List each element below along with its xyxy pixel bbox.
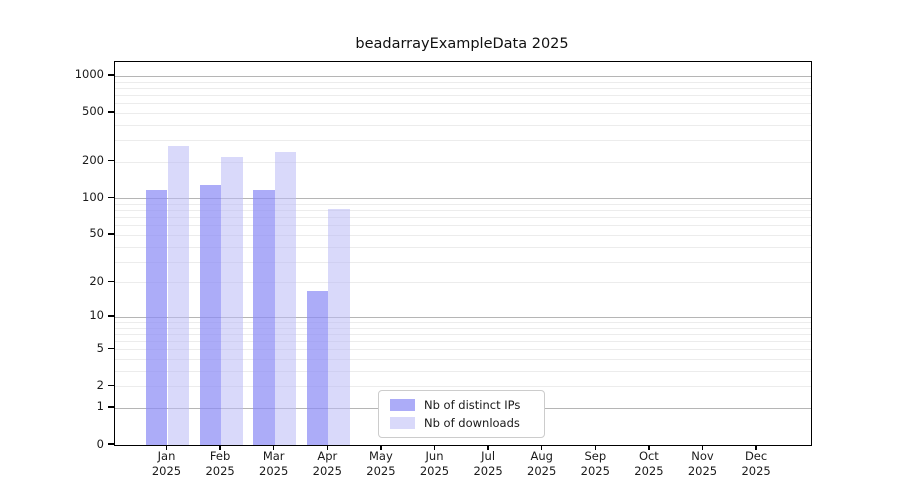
gridline-minor [115,386,811,388]
y-tick-label: 0 [96,436,104,451]
x-tick-mark [648,445,650,450]
y-tick-mark [108,233,114,235]
x-tick-label: Sep 2025 [580,449,610,478]
gridline-minor [115,234,811,236]
y-tick-label: 500 [82,104,104,119]
y-tick-mark [108,347,114,349]
x-tick-mark [755,445,757,450]
y-tick-mark [108,280,114,283]
x-tick-label: Mar 2025 [259,449,289,478]
gridline-minor [115,140,811,142]
gridline-minor [115,370,811,372]
x-tick-label: May 2025 [366,449,396,478]
x-tick-mark [219,445,221,450]
gridline-minor [115,225,811,227]
bar-distinct-ips [306,290,329,445]
x-tick-mark [487,445,489,450]
y-tick-label: 100 [82,189,104,204]
bar-downloads [328,208,350,445]
x-tick-mark [541,445,543,450]
gridline-major [115,316,811,318]
y-tick-mark [108,74,114,76]
gridline-minor [115,333,811,335]
x-tick-label: Dec 2025 [741,449,771,478]
legend: Nb of distinct IPs Nb of downloads [378,390,545,438]
x-tick-mark [380,445,382,450]
x-tick-label: Jun 2025 [419,449,450,478]
bar-distinct-ips [253,189,275,445]
gridline-minor [115,81,811,83]
legend-item-downloads: Nb of downloads [390,414,534,432]
y-tick-mark [108,443,114,445]
gridline-minor [115,217,811,219]
legend-swatch-downloads [390,417,415,429]
gridline-minor [115,322,811,323]
y-tick-mark [108,406,114,408]
gridline-minor [115,87,811,89]
y-tick-label: 50 [89,226,104,241]
gridline-major [115,75,811,77]
y-tick-mark [108,315,114,317]
gridline-minor [115,161,811,163]
gridline-minor [115,94,811,96]
x-tick-mark [165,445,168,450]
bar-downloads [167,145,190,445]
gridline-minor [115,349,811,351]
gridline-minor [115,246,811,248]
x-tick-label: Jan 2025 [151,449,182,478]
x-tick-label: Apr 2025 [312,449,342,478]
y-tick-mark [108,384,114,386]
y-tick-label: 1 [96,399,104,414]
legend-label-downloads: Nb of downloads [424,416,520,430]
bar-distinct-ips [199,184,222,445]
x-tick-label: Oct 2025 [634,449,664,478]
gridline-minor [115,282,811,284]
x-tick-label: Aug 2025 [527,449,557,478]
y-tick-label: 200 [82,153,104,168]
chart-title: beadarrayExampleData 2025 [355,36,569,52]
x-tick-label: Nov 2025 [687,449,718,478]
y-tick-mark [108,111,114,113]
y-tick-label: 5 [96,340,104,355]
y-tick-label: 10 [89,308,104,323]
x-tick-label: Jul 2025 [473,449,503,478]
plot-area [114,61,812,446]
x-tick-mark [273,445,275,450]
y-tick-label: 2 [96,377,104,392]
bar-downloads [274,152,297,445]
gridline-minor [115,210,811,212]
gridline-minor [115,261,811,263]
x-tick-mark [594,445,596,450]
legend-item-distinct-ips: Nb of distinct IPs [390,396,534,414]
legend-swatch-distinct-ips [390,399,415,411]
gridline-major [115,198,811,200]
x-tick-mark [433,445,436,450]
legend-label-distinct-ips: Nb of distinct IPs [424,398,521,412]
gridline-minor [115,103,811,105]
gridline-minor [115,124,811,126]
y-tick-label: 20 [89,273,104,288]
bar-distinct-ips [145,189,168,445]
x-tick-mark [701,445,704,450]
y-tick-mark [108,196,114,199]
bar-downloads [221,156,243,445]
y-tick-label: 1000 [74,67,104,82]
gridline-minor [115,341,811,343]
gridline-minor [115,327,811,329]
gridline-minor [115,112,811,114]
gridline-minor [115,204,811,206]
x-tick-mark [326,445,328,450]
gridline-minor [115,359,811,361]
y-tick-mark [108,160,114,162]
x-tick-label: Feb 2025 [205,449,235,478]
